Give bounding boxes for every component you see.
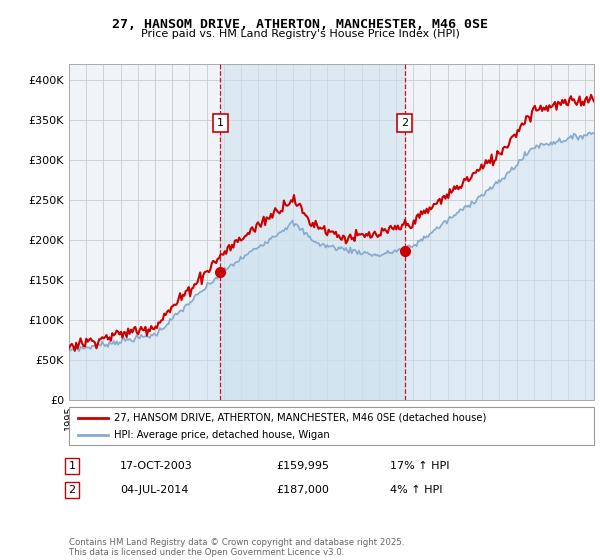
- Text: £187,000: £187,000: [276, 485, 329, 495]
- Text: 1: 1: [68, 461, 76, 471]
- Text: 1: 1: [217, 118, 224, 128]
- Text: 17-OCT-2003: 17-OCT-2003: [120, 461, 193, 471]
- Text: 04-JUL-2014: 04-JUL-2014: [120, 485, 188, 495]
- Bar: [220, 64, 404, 400]
- Text: 27, HANSOM DRIVE, ATHERTON, MANCHESTER, M46 0SE: 27, HANSOM DRIVE, ATHERTON, MANCHESTER, …: [112, 18, 488, 31]
- Text: Contains HM Land Registry data © Crown copyright and database right 2025.
This d: Contains HM Land Registry data © Crown c…: [69, 538, 404, 557]
- Text: 2: 2: [401, 118, 408, 128]
- Text: 17% ↑ HPI: 17% ↑ HPI: [390, 461, 449, 471]
- Text: £159,995: £159,995: [276, 461, 329, 471]
- Text: Price paid vs. HM Land Registry's House Price Index (HPI): Price paid vs. HM Land Registry's House …: [140, 29, 460, 39]
- Text: 4% ↑ HPI: 4% ↑ HPI: [390, 485, 443, 495]
- Text: 27, HANSOM DRIVE, ATHERTON, MANCHESTER, M46 0SE (detached house): 27, HANSOM DRIVE, ATHERTON, MANCHESTER, …: [114, 413, 487, 423]
- Text: 2: 2: [68, 485, 76, 495]
- Text: HPI: Average price, detached house, Wigan: HPI: Average price, detached house, Wiga…: [114, 430, 330, 440]
